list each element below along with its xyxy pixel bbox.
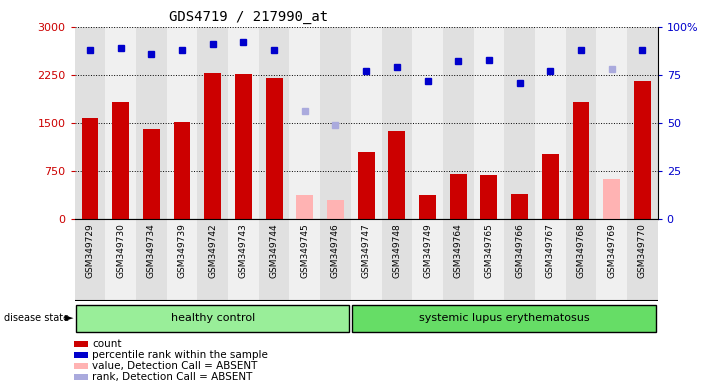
Bar bbox=[289, 27, 320, 219]
FancyBboxPatch shape bbox=[353, 305, 656, 331]
Bar bbox=[166, 27, 198, 219]
Bar bbox=[511, 194, 528, 219]
Text: GSM349729: GSM349729 bbox=[85, 223, 95, 278]
Bar bbox=[105, 219, 136, 301]
Bar bbox=[504, 27, 535, 219]
Text: percentile rank within the sample: percentile rank within the sample bbox=[92, 350, 268, 360]
Bar bbox=[228, 219, 259, 301]
Text: GSM349745: GSM349745 bbox=[300, 223, 309, 278]
Bar bbox=[136, 27, 166, 219]
Bar bbox=[320, 219, 351, 301]
Bar bbox=[351, 27, 382, 219]
Bar bbox=[443, 219, 474, 301]
Bar bbox=[443, 27, 474, 219]
Bar bbox=[634, 81, 651, 219]
Bar bbox=[388, 131, 405, 219]
Text: GSM349743: GSM349743 bbox=[239, 223, 248, 278]
Text: GSM349770: GSM349770 bbox=[638, 223, 647, 278]
Text: GSM349739: GSM349739 bbox=[178, 223, 186, 278]
Bar bbox=[597, 27, 627, 219]
Bar bbox=[627, 27, 658, 219]
Bar bbox=[542, 154, 559, 219]
Text: GDS4719 / 217990_at: GDS4719 / 217990_at bbox=[169, 10, 328, 23]
Bar bbox=[204, 73, 221, 219]
Text: GSM349764: GSM349764 bbox=[454, 223, 463, 278]
Bar bbox=[597, 219, 627, 301]
Bar bbox=[74, 341, 88, 347]
Bar bbox=[173, 122, 191, 219]
Text: GSM349730: GSM349730 bbox=[116, 223, 125, 278]
Bar bbox=[474, 219, 504, 301]
Text: value, Detection Call = ABSENT: value, Detection Call = ABSENT bbox=[92, 361, 258, 371]
Bar bbox=[74, 352, 88, 358]
Bar bbox=[112, 103, 129, 219]
Bar bbox=[75, 27, 105, 219]
Text: GSM349769: GSM349769 bbox=[607, 223, 616, 278]
Bar bbox=[198, 219, 228, 301]
Bar bbox=[266, 78, 282, 219]
Bar bbox=[289, 219, 320, 301]
Bar bbox=[566, 219, 597, 301]
Bar bbox=[327, 200, 344, 219]
Text: GSM349748: GSM349748 bbox=[392, 223, 401, 278]
Bar bbox=[351, 219, 382, 301]
Text: GSM349765: GSM349765 bbox=[484, 223, 493, 278]
Bar bbox=[535, 219, 566, 301]
Text: GSM349744: GSM349744 bbox=[269, 223, 279, 278]
Text: GSM349746: GSM349746 bbox=[331, 223, 340, 278]
Text: rank, Detection Call = ABSENT: rank, Detection Call = ABSENT bbox=[92, 372, 252, 382]
Text: GSM349749: GSM349749 bbox=[423, 223, 432, 278]
Bar bbox=[235, 74, 252, 219]
Bar bbox=[450, 174, 466, 219]
Bar bbox=[320, 27, 351, 219]
Bar bbox=[82, 118, 98, 219]
Bar bbox=[382, 219, 412, 301]
Text: healthy control: healthy control bbox=[171, 313, 255, 323]
Bar bbox=[259, 27, 289, 219]
Text: GSM349747: GSM349747 bbox=[362, 223, 370, 278]
Bar bbox=[259, 219, 289, 301]
Bar bbox=[412, 27, 443, 219]
Bar bbox=[75, 219, 105, 301]
Bar bbox=[504, 219, 535, 301]
Bar bbox=[382, 27, 412, 219]
Text: GSM349767: GSM349767 bbox=[546, 223, 555, 278]
Bar bbox=[143, 129, 160, 219]
Bar bbox=[358, 152, 375, 219]
Bar bbox=[198, 27, 228, 219]
Text: count: count bbox=[92, 339, 122, 349]
Text: GSM349734: GSM349734 bbox=[147, 223, 156, 278]
Bar bbox=[412, 219, 443, 301]
Bar bbox=[166, 219, 198, 301]
Text: disease state: disease state bbox=[4, 313, 69, 323]
Text: ►: ► bbox=[65, 313, 74, 323]
Bar bbox=[566, 27, 597, 219]
FancyBboxPatch shape bbox=[76, 305, 349, 331]
Bar bbox=[535, 27, 566, 219]
Bar bbox=[627, 219, 658, 301]
Bar bbox=[74, 374, 88, 380]
Text: systemic lupus erythematosus: systemic lupus erythematosus bbox=[419, 313, 589, 323]
Bar bbox=[296, 195, 314, 219]
Text: GSM349742: GSM349742 bbox=[208, 223, 218, 278]
Bar bbox=[474, 27, 504, 219]
Bar bbox=[105, 27, 136, 219]
Text: GSM349768: GSM349768 bbox=[577, 223, 585, 278]
Bar bbox=[136, 219, 166, 301]
Bar bbox=[419, 195, 436, 219]
Bar bbox=[228, 27, 259, 219]
Bar bbox=[481, 175, 498, 219]
Bar bbox=[603, 179, 620, 219]
Text: GSM349766: GSM349766 bbox=[515, 223, 524, 278]
Bar bbox=[74, 363, 88, 369]
Bar bbox=[572, 103, 589, 219]
